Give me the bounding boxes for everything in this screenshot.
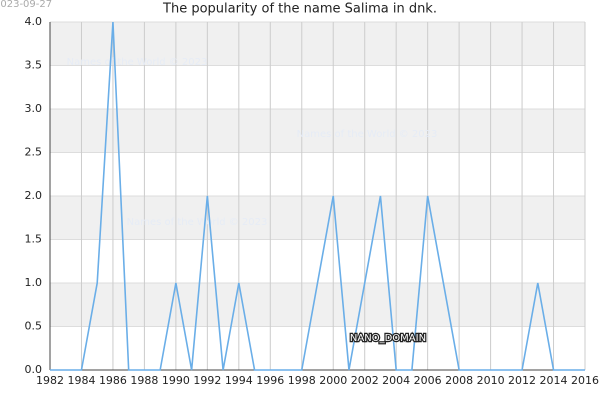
watermark: Names of the World © 2023: [67, 57, 208, 68]
grid-band: [50, 196, 585, 240]
date: 2023-09-27: [0, 0, 52, 10]
x-tick-label: 2004: [382, 374, 410, 387]
series-line: [50, 21, 585, 371]
x-tick-label: 2010: [477, 374, 505, 387]
x-tick-label: 2012: [508, 374, 536, 387]
chart-title: The popularity of the name Salima in dnk…: [162, 2, 437, 17]
grid-band: [50, 283, 585, 327]
y-tick-label: 3.5: [25, 59, 43, 72]
x-tick-label: 2016: [571, 374, 599, 387]
x-tick-label: 1988: [130, 374, 158, 387]
x-tick-label: 1998: [288, 374, 316, 387]
x-tick-label: 1982: [36, 374, 64, 387]
x-tick-label: 1984: [67, 374, 95, 387]
y-tick-label: 4.0: [25, 15, 43, 28]
x-tick-label: 2014: [540, 374, 568, 387]
x-tick-label: 1990: [162, 374, 190, 387]
x-tick-label: 2008: [445, 374, 473, 387]
grid-band: [50, 22, 585, 66]
y-tick-label: 1.0: [25, 276, 43, 289]
y-tick-label: 1.5: [25, 233, 43, 246]
x-tick-label: 2000: [319, 374, 347, 387]
x-tick-label: 1994: [225, 374, 253, 387]
y-tick-label: 2.5: [25, 146, 43, 159]
x-tick-label: 1992: [193, 374, 221, 387]
y-tick-label: 3.0: [25, 102, 43, 115]
x-tick-label: 2006: [414, 374, 442, 387]
x-tick-label: 1996: [256, 374, 284, 387]
x-tick-label: 1986: [99, 374, 127, 387]
y-tick-label: 0.0: [25, 363, 43, 376]
grid-band: [50, 109, 585, 153]
badge: NANO_DOMAIN: [350, 333, 426, 344]
watermark: Names of the World © 2023: [127, 217, 268, 228]
watermark: Names of the World © 2023: [297, 129, 438, 140]
y-tick-label: 0.5: [25, 320, 43, 333]
x-tick-label: 2002: [351, 374, 379, 387]
y-tick-label: 2.0: [25, 189, 43, 202]
